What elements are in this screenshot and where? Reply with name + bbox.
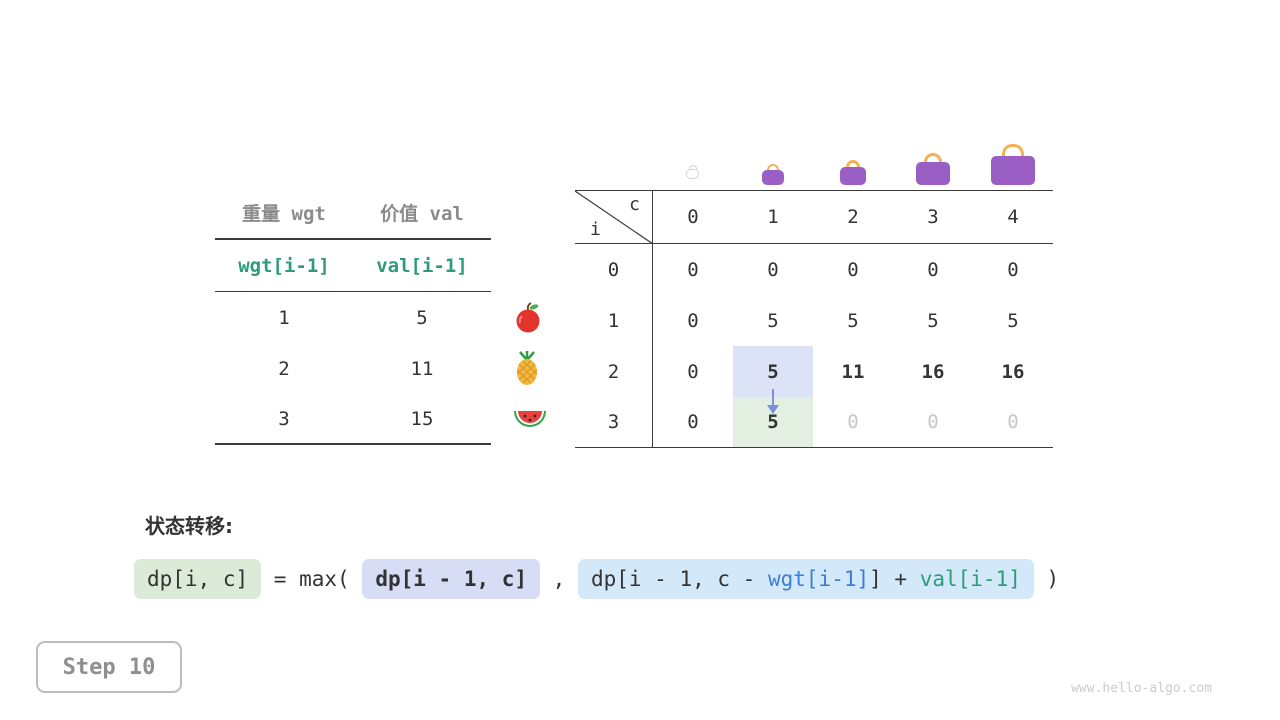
bag-icon-size-1 <box>762 164 784 185</box>
corner-col-label: c <box>629 194 640 215</box>
dp-cell: 0 <box>927 258 939 281</box>
formula-segment: val[i-1] <box>919 567 1021 591</box>
items-var-wgt: wgt[i-1] <box>238 254 330 277</box>
bag-body <box>991 156 1035 185</box>
apple-icon <box>513 302 543 334</box>
bag-handle <box>846 160 860 168</box>
dp-col-header: 1 <box>767 206 779 228</box>
dp-col-header: 4 <box>1007 206 1019 228</box>
dp-cell: 5 <box>847 309 859 332</box>
formula-segment: dp[i - 1, c - <box>590 567 768 591</box>
bag-icon-empty <box>686 165 699 179</box>
dp-cell: 16 <box>921 360 945 383</box>
item-weight-cell: 1 <box>278 306 290 329</box>
bag-handle <box>767 164 779 171</box>
dp-col-header: 2 <box>847 206 859 228</box>
dp-cell: 11 <box>841 360 865 383</box>
item-value-cell: 15 <box>410 407 434 430</box>
items-table-body: 1 5 2 11 3 15 <box>215 292 491 445</box>
dp-cell: 5 <box>927 309 939 332</box>
formula-comma: , <box>540 567 578 591</box>
step-badge: Step 10 <box>36 641 182 693</box>
dp-cell: 0 <box>687 360 699 383</box>
bag-body <box>840 167 866 185</box>
state-transition-formula: dp[i, c] = max( dp[i - 1, c] , dp[i - 1,… <box>134 559 1059 599</box>
transition-arrow-icon <box>766 388 780 415</box>
dp-row-header: 1 <box>575 295 653 346</box>
pineapple-icon <box>513 350 541 386</box>
item-weight-cell: 3 <box>278 407 290 430</box>
items-table-row: 3 15 <box>215 394 491 445</box>
bag-icon-size-4 <box>991 144 1035 185</box>
dp-cell: 0 <box>767 258 779 281</box>
formula-chip-current: dp[i, c] <box>134 559 262 599</box>
dp-table-row: 0 0 0 0 0 0 <box>575 244 1053 295</box>
bag-body <box>762 170 784 185</box>
bag-body <box>686 169 699 179</box>
corner-diagonal-line <box>575 191 653 244</box>
items-table-row: 2 11 <box>215 343 491 394</box>
bag-body <box>916 162 950 185</box>
bag-handle <box>924 153 942 163</box>
dp-cell: 0 <box>927 411 939 433</box>
dp-cell: 5 <box>1007 309 1019 332</box>
dp-cell: 0 <box>687 309 699 332</box>
dp-row-header: 2 <box>575 346 653 397</box>
items-table: 重量 wgt 价值 val wgt[i-1] val[i-1] 1 5 2 11 3 15 <box>215 186 491 445</box>
formula-chip-include: dp[i - 1, c - wgt[i-1]] + val[i-1] <box>577 559 1034 599</box>
watermark: www.hello-algo.com <box>1071 681 1212 696</box>
dp-col-header: 0 <box>687 206 699 228</box>
corner-row-label: i <box>590 219 601 240</box>
step-label: Step 10 <box>62 654 156 680</box>
formula-segment: wgt[i-1] <box>767 567 870 591</box>
bag-icon-size-2 <box>840 160 866 185</box>
item-value-cell: 11 <box>410 357 434 380</box>
item-weight-cell: 2 <box>278 357 290 380</box>
item-value-cell: 5 <box>416 306 428 329</box>
formula-operator-max: = max( <box>261 567 363 591</box>
state-transition-label: 状态转移: <box>145 514 233 538</box>
watermelon-icon <box>513 408 547 432</box>
bag-handle <box>688 165 697 170</box>
dp-cell: 0 <box>1007 258 1019 281</box>
dp-table-header-row: c i 0 1 2 3 4 <box>575 191 1053 244</box>
dp-table-row: 2 0 5 11 16 16 <box>575 346 1053 397</box>
dp-row-header: 0 <box>575 244 653 295</box>
dp-col-header: 3 <box>927 206 939 228</box>
items-table-header-row: 重量 wgt 价值 val <box>215 186 491 240</box>
dp-cell: 5 <box>767 309 779 332</box>
dp-cell: 0 <box>847 411 859 433</box>
formula-segment: ] + <box>869 567 920 591</box>
dp-table-corner: c i <box>575 191 653 244</box>
dp-table-row: 1 0 5 5 5 5 <box>575 295 1053 346</box>
dp-cell: 16 <box>1001 360 1025 383</box>
dp-table-body: 0 0 0 0 0 0 1 0 5 5 5 5 2 0 5 11 16 16 3 0 5 0 0 0 <box>575 244 1053 447</box>
items-var-val: val[i-1] <box>376 254 468 277</box>
dp-cell: 0 <box>687 258 699 281</box>
bag-handle <box>1002 144 1024 157</box>
items-header-wgt: 重量 wgt <box>242 202 326 225</box>
items-table-variable-row: wgt[i-1] val[i-1] <box>215 240 491 292</box>
formula-close-paren: ) <box>1033 567 1060 591</box>
dp-cell: 0 <box>1007 411 1019 433</box>
dp-cell: 5 <box>733 346 813 397</box>
dp-cell: 0 <box>847 258 859 281</box>
dp-row-header: 3 <box>575 397 653 447</box>
dp-cell: 0 <box>687 411 699 433</box>
bag-icon-size-3 <box>916 153 950 185</box>
items-header-val: 价值 val <box>380 202 464 225</box>
formula-chip-exclude: dp[i - 1, c] <box>362 559 541 599</box>
